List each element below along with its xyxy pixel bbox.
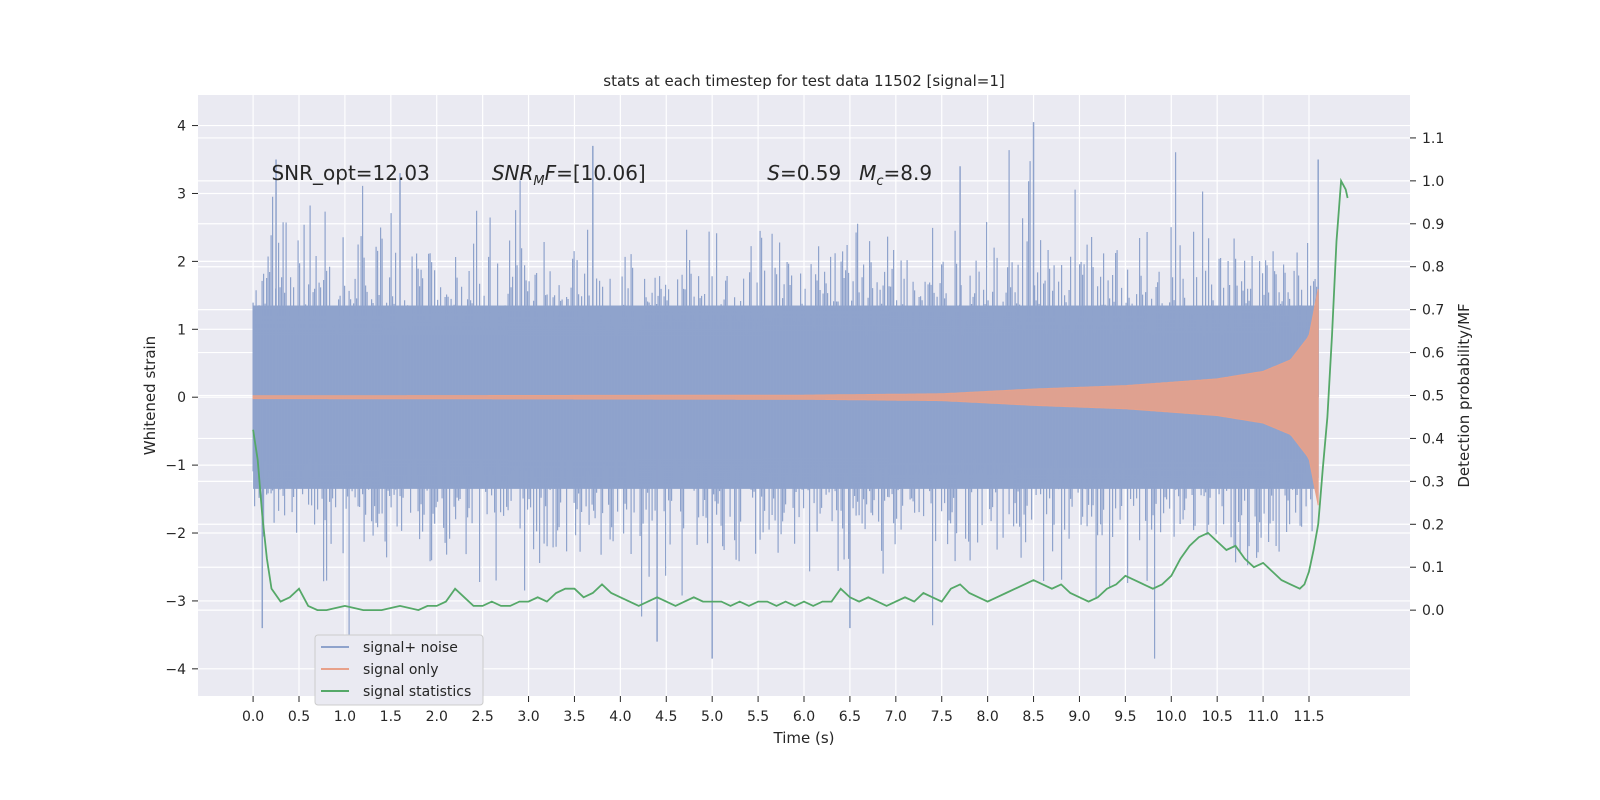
x-tick-label: 6.5 (839, 709, 861, 725)
x-tick-label: 6.0 (793, 709, 815, 725)
x-tick-label: 3.0 (517, 709, 539, 725)
y-axis-right-label: Detection probability/MF (1455, 303, 1473, 487)
x-tick-label: 8.5 (1022, 709, 1044, 725)
y-right-tick-label: 0.5 (1422, 389, 1444, 405)
x-tick-label: 3.5 (563, 709, 585, 725)
x-tick-label: 4.5 (655, 709, 677, 725)
x-tick-label: 9.5 (1114, 709, 1136, 725)
y-right-tick-label: 0.6 (1422, 346, 1444, 362)
y-axis-right-ticks: 0.0 0.1 0.2 0.3 0.4 0.5 0.6 0.7 0.8 0.9 1.0 1.1 (1410, 131, 1444, 619)
annotation-mc: Mc=8.9 (859, 161, 932, 189)
y-tick-label: 3 (177, 186, 186, 202)
legend-box (314, 634, 484, 706)
y-right-tick-label: 0.2 (1422, 517, 1444, 533)
y-right-tick-label: 0.3 (1422, 474, 1444, 490)
x-tick-label: 10.0 (1156, 709, 1187, 725)
x-tick-label: 5.5 (747, 709, 769, 725)
x-tick-label: 11.0 (1248, 709, 1279, 725)
annotation-snr-mf: SNRMF=[10.06] (492, 161, 646, 189)
legend: signal+ noise signal only signal statist… (314, 634, 484, 706)
x-tick-label: 5.0 (701, 709, 723, 725)
x-tick-label: 11.5 (1293, 709, 1324, 725)
x-tick-label: 0.5 (288, 709, 310, 725)
x-tick-label: 1.0 (334, 709, 356, 725)
y-right-tick-label: 0.8 (1422, 260, 1444, 276)
x-tick-label: 0.0 (242, 709, 264, 725)
x-tick-label: 10.5 (1202, 709, 1233, 725)
y-tick-label: −1 (165, 458, 186, 474)
x-axis-label: Time (s) (773, 729, 835, 747)
y-axis-ticks: −4 −3 −2 −1 0 1 2 3 4 (165, 119, 198, 678)
y-axis-label: Whitened strain (141, 336, 159, 455)
x-tick-label: 8.0 (977, 709, 999, 725)
y-right-tick-label: 1.1 (1422, 131, 1444, 147)
x-tick-label: 2.5 (472, 709, 494, 725)
y-right-tick-label: 0.9 (1422, 217, 1444, 233)
legend-label-signal-plus-noise: signal+ noise (363, 640, 458, 656)
y-tick-label: −2 (165, 526, 186, 542)
y-tick-label: −3 (165, 594, 186, 610)
series-signal-only (252, 289, 1319, 506)
series-signal-statistics (252, 177, 1349, 612)
annotation-snr-opt: SNR_opt=12.03 (271, 161, 429, 185)
y-tick-label: 2 (177, 254, 186, 270)
y-right-tick-label: 0.7 (1422, 303, 1444, 319)
x-tick-label: 2.0 (426, 709, 448, 725)
y-tick-label: 0 (177, 390, 186, 406)
x-tick-label: 4.0 (609, 709, 631, 725)
legend-label-signal-statistics: signal statistics (363, 684, 471, 700)
x-axis-ticks: 0.0 0.5 1.0 1.5 2.0 2.5 3.0 3.5 4.0 4.5 5.0 5.5 6.0 6… (242, 696, 1325, 725)
x-tick-label: 7.0 (885, 709, 907, 725)
y-tick-label: 1 (177, 322, 186, 338)
annotation-s: S=0.59 (767, 161, 841, 185)
y-tick-label: 4 (177, 119, 186, 135)
x-tick-label: 7.5 (931, 709, 953, 725)
legend-label-signal-only: signal only (363, 662, 438, 678)
y-right-tick-label: 0.1 (1422, 560, 1444, 576)
x-tick-label: 1.5 (380, 709, 402, 725)
y-right-tick-label: 1.0 (1422, 174, 1444, 190)
chart-title: stats at each timestep for test data 115… (603, 72, 1004, 90)
x-tick-label: 9.0 (1068, 709, 1090, 725)
y-right-tick-label: 0.4 (1422, 431, 1444, 447)
y-tick-label: −4 (165, 662, 186, 678)
y-right-tick-label: 0.0 (1422, 603, 1444, 619)
chirp-envelope (252, 289, 1319, 506)
